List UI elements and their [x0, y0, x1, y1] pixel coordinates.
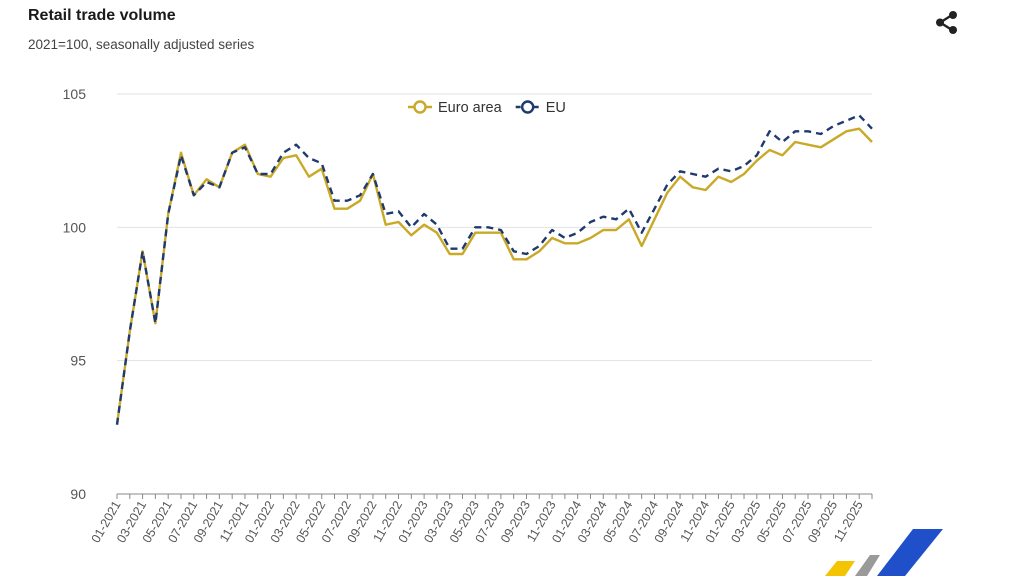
- legend-marker: [413, 100, 427, 114]
- legend-label: EU: [546, 100, 566, 116]
- chart-title: Retail trade volume: [28, 7, 176, 24]
- y-tick-label: 100: [63, 219, 87, 235]
- y-tick-label: 90: [70, 486, 86, 502]
- series-line-eu: [115, 114, 873, 425]
- y-tick-label: 105: [63, 86, 87, 102]
- logo: [825, 529, 943, 576]
- y-tick-label: 95: [70, 353, 86, 369]
- legend-marker: [520, 100, 535, 114]
- series-line-euro-area: [115, 127, 873, 425]
- share-icon[interactable]: [933, 9, 961, 37]
- chart-subtitle: 2021=100, seasonally adjusted series: [28, 37, 255, 52]
- legend-label: Euro area: [438, 100, 503, 116]
